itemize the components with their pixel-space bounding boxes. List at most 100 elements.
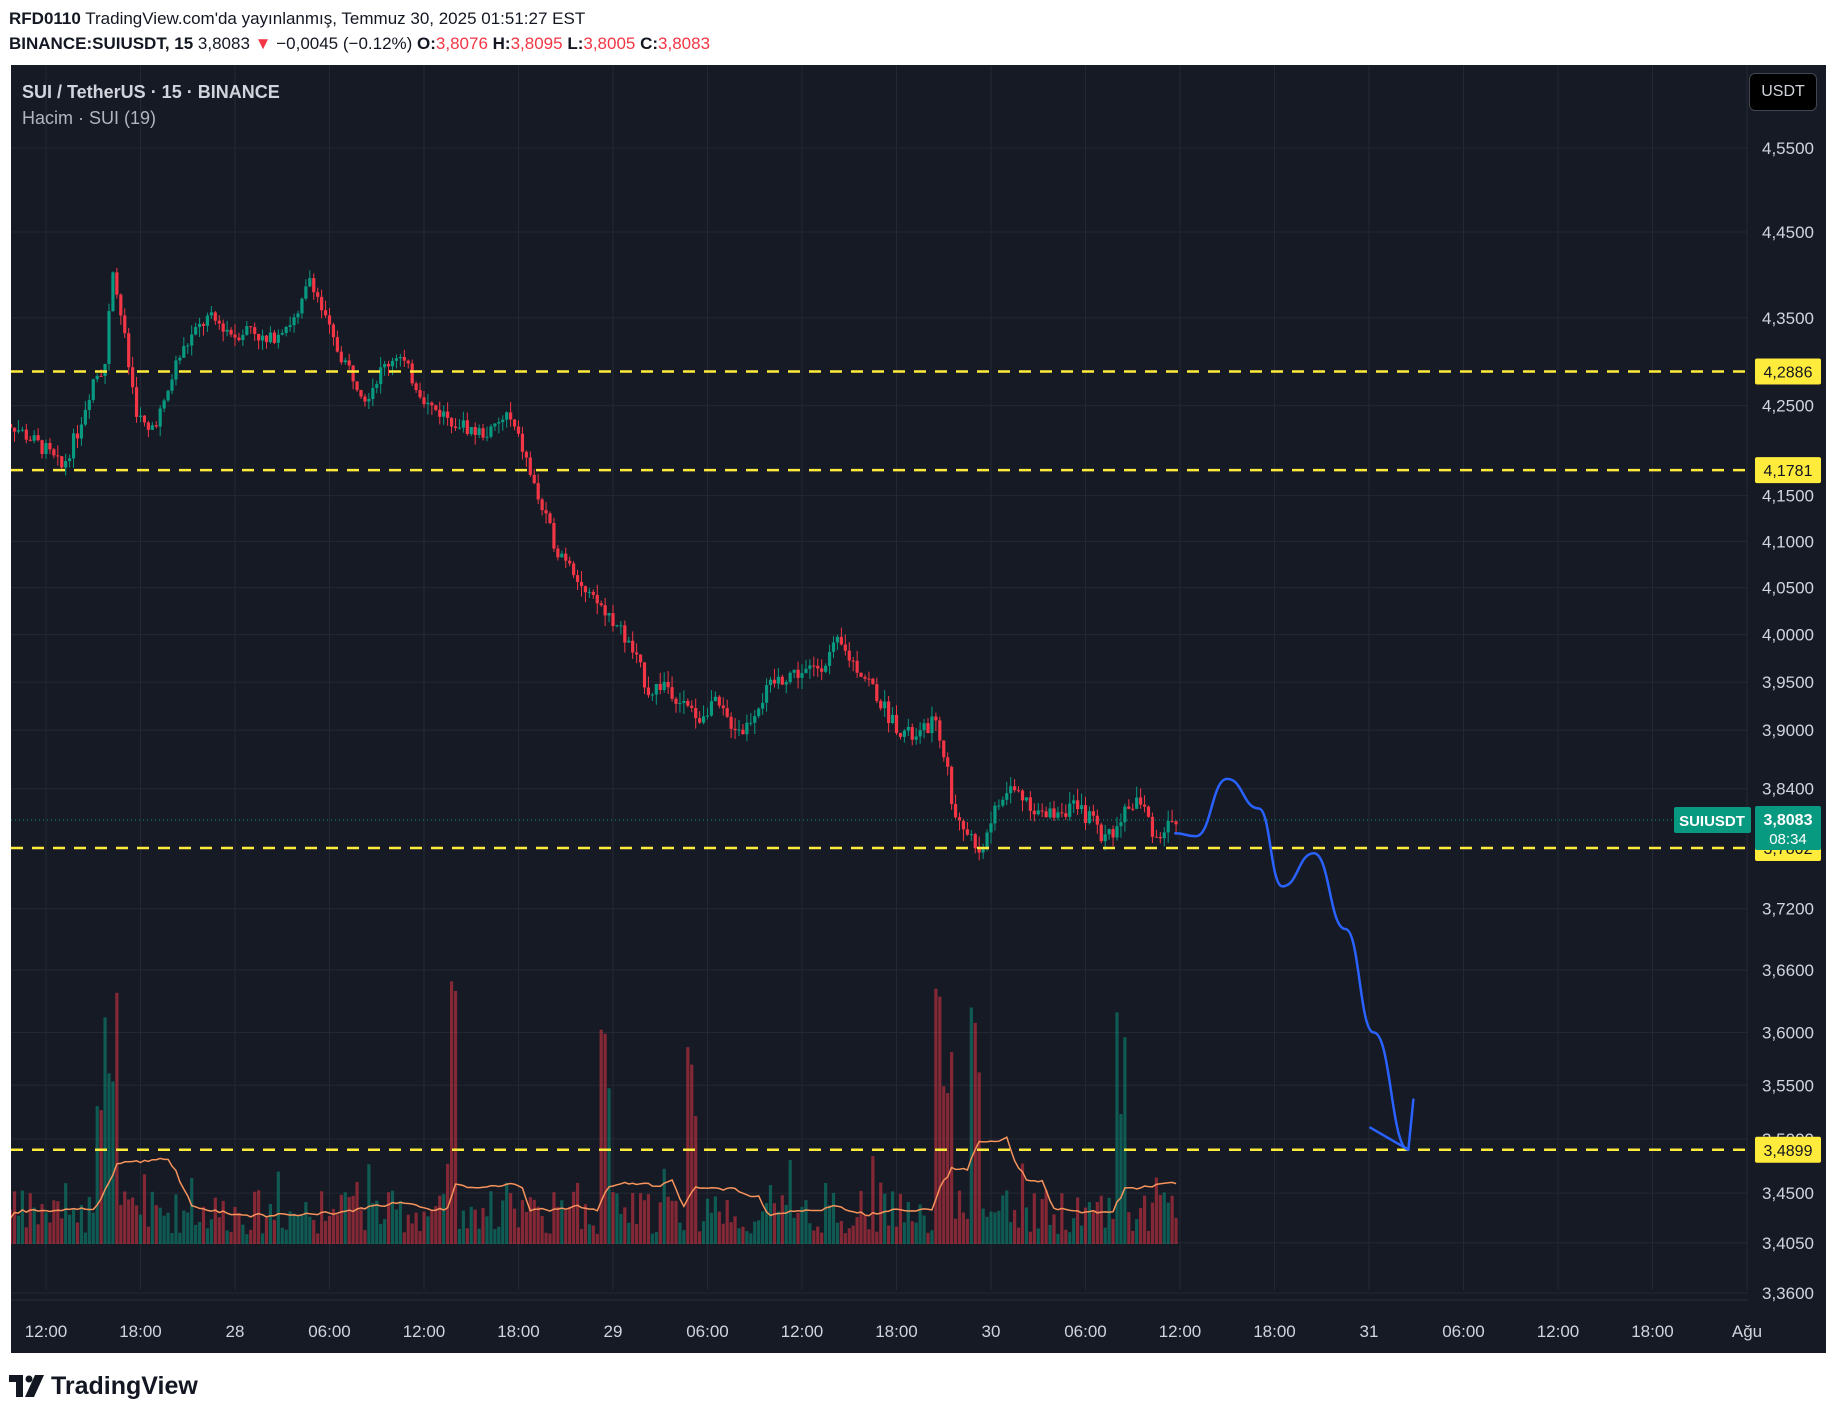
volume-bar [1091,1210,1095,1244]
volume-bar [123,1191,127,1244]
publish-header: RFD0110 TradingView.com'da yayınlanmış, … [9,6,710,62]
volume-bar [906,1201,910,1244]
footer-logo[interactable]: TradingView [9,1370,198,1402]
volume-bar [331,1208,336,1244]
volume-bar [410,1223,414,1244]
candle-body [48,442,52,450]
level-price-label: 4,1781 [1764,463,1813,480]
volume-bar [627,1222,631,1244]
volume-bar [36,1224,40,1244]
candle-body [512,419,517,427]
volume-bar [528,1197,532,1244]
volume-bar [772,1203,777,1244]
candle-body [737,729,741,731]
volume-bar [359,1209,363,1244]
candle-body [745,722,749,735]
ohlc-line: BINANCE:SUIUSDT, 15 3,8083 ▼ −0,0045 (−0… [9,31,710,56]
volume-bar [438,1195,442,1244]
volume-bar [1005,1190,1009,1244]
candle-body [339,351,343,363]
candle-body [260,335,265,341]
volume-bar [316,1233,320,1244]
candle-body [457,427,462,429]
volume-bar [150,1191,154,1244]
candle-body [394,358,399,361]
volume-bar [827,1205,832,1244]
candle-body [1076,800,1080,810]
volume-bar [75,1222,80,1244]
volume-bar [918,1204,922,1244]
volume-bar [717,1211,721,1244]
price-change: −0,0045 (−0.12%) [271,34,418,53]
volume-bar [1099,1195,1103,1244]
candle-body [390,360,395,367]
x-tick-label: 12:00 [25,1322,68,1341]
volume-bar [894,1226,899,1244]
candle-body [1020,790,1025,801]
volume-bar [950,1052,954,1244]
volume-bar [390,1190,395,1244]
candle-body [446,411,450,418]
volume-bar [68,1214,72,1244]
y-tick-label: 4,3500 [1762,309,1814,328]
volume-bar [784,1204,788,1244]
candle-body [961,820,966,830]
volume-bar [556,1206,560,1244]
volume-bar [339,1194,343,1244]
candle-body [280,332,284,335]
candle-body [182,346,186,358]
volume-bar [209,1219,213,1244]
volume-bar [182,1210,186,1244]
currency-button[interactable]: USDT [1749,73,1817,111]
candle-body [375,384,379,388]
volume-bar [426,1216,430,1244]
candle-body [1162,832,1166,839]
x-tick-label: 18:00 [1253,1322,1296,1341]
volume-bar [178,1232,182,1244]
chart-area[interactable]: 4,5500 4,4500 4,3500 4,2500 4,1500 4,1000 4,05… [11,65,1826,1353]
candle-body [442,411,446,417]
candlestick-chart[interactable]: 4,5500 4,4500 4,3500 4,2500 4,1500 4,1000 4,05… [11,65,1826,1353]
candle-body [284,327,288,333]
author-name[interactable]: RFD0110 [9,9,81,28]
x-tick-label: Ağu [1732,1322,1762,1341]
candle-body [316,292,320,297]
level-price-label: 3,4899 [1764,1143,1813,1160]
volume-bar [910,1221,914,1244]
candle-body [729,716,733,729]
volume-bar [505,1182,509,1244]
candle-body [1095,815,1099,825]
candle-body [205,315,210,326]
candle-body [71,433,76,459]
volume-bar [816,1226,820,1244]
volume-bar [843,1233,847,1244]
legend-volume[interactable]: Hacim · SUI (19) [22,108,157,128]
volume-bar [446,1163,450,1244]
volume-bar [965,1218,969,1244]
candle-body [796,669,800,678]
volume-bar [323,1220,328,1244]
candle-body [331,324,336,338]
volume-bar [481,1208,485,1244]
volume-bar [686,1047,690,1244]
volume-bar [512,1208,517,1244]
candle-body [721,705,725,709]
candle-body [1146,806,1151,817]
candle-body [946,757,950,767]
volume-bar [300,1215,304,1244]
candle-body [292,317,296,326]
projection-sketch-line[interactable] [1174,777,1410,1151]
volume-bar [875,1231,879,1244]
y-tick-label: 3,9500 [1762,673,1814,692]
candle-body [556,548,560,558]
legend-symbol[interactable]: SUI / TetherUS · 15 · BINANCE [22,82,280,102]
candle-body [186,345,190,347]
x-tick-label: 18:00 [119,1322,162,1341]
volume-bar [705,1198,710,1244]
y-tick-label: 4,0500 [1762,579,1814,598]
volume-bar [1048,1224,1052,1244]
volume-bar [737,1228,741,1244]
candle-body [950,766,954,805]
candle-body [253,327,257,334]
chart-legend: SUI / TetherUS · 15 · BINANCE Hacim · SU… [22,79,280,131]
